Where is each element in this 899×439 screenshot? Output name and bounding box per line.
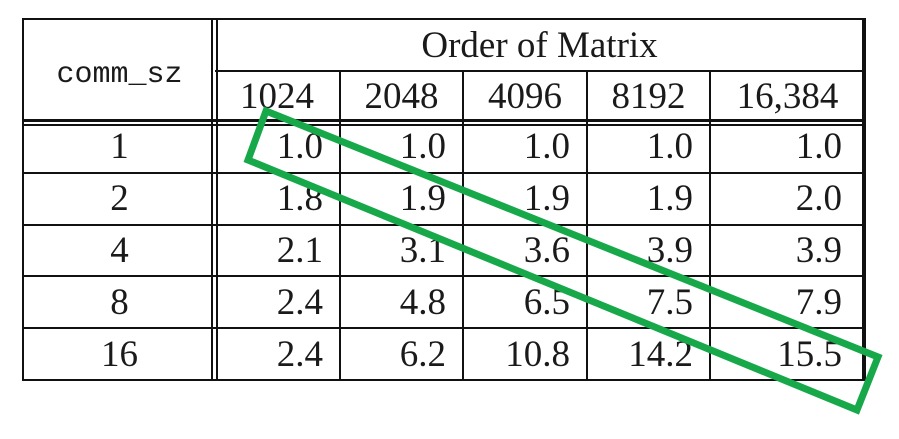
table-cell: 3.6 xyxy=(463,224,588,278)
header-double-rule-bottom xyxy=(22,124,864,126)
table-cell: 1.0 xyxy=(463,120,588,174)
table-cell: 2.4 xyxy=(215,276,341,330)
table-cell: 14.2 xyxy=(587,328,711,381)
table-cell: 6.2 xyxy=(340,328,464,381)
table-cell: 1.0 xyxy=(215,120,341,174)
table-cell: 1.9 xyxy=(463,172,588,226)
table-cell: 7.9 xyxy=(710,276,867,330)
table-cell: 10.8 xyxy=(463,328,588,381)
table-cell: 1.0 xyxy=(710,120,867,174)
table-cell: 2.4 xyxy=(215,328,341,381)
table-cell: 2.1 xyxy=(215,224,341,278)
table-cell: 3.9 xyxy=(710,224,867,278)
table-cell: 1.0 xyxy=(587,120,711,174)
table-row: 1 1.0 1.0 1.0 1.0 1.0 xyxy=(22,120,867,174)
column-header-16384: 16,384 xyxy=(710,70,867,121)
table-double-rule-right xyxy=(216,18,218,381)
row-header: 1 xyxy=(22,120,215,174)
row-header: 16 xyxy=(22,328,215,381)
table-cell: 3.9 xyxy=(587,224,711,278)
table-cell: 1.8 xyxy=(215,172,341,226)
table-cell: 1.9 xyxy=(340,172,464,226)
row-header: 8 xyxy=(22,276,215,330)
speedup-table-frame: comm_sz Order of Matrix 1024 2048 4096 8… xyxy=(22,18,867,381)
column-header-4096: 4096 xyxy=(463,70,588,121)
column-header-8192: 8192 xyxy=(587,70,711,121)
table-cell: 3.1 xyxy=(340,224,464,278)
header-double-rule-top xyxy=(22,119,864,121)
table-cell: 1.0 xyxy=(340,120,464,174)
table-cell: 2.0 xyxy=(710,172,867,226)
table-row: 4 2.1 3.1 3.6 3.9 3.9 xyxy=(22,224,867,278)
table-right-border xyxy=(862,18,864,381)
table-cell: 6.5 xyxy=(463,276,588,330)
column-header-2048: 2048 xyxy=(340,70,464,121)
table-cell: 1.9 xyxy=(587,172,711,226)
table-double-rule-left xyxy=(211,18,213,381)
speedup-table: comm_sz Order of Matrix 1024 2048 4096 8… xyxy=(22,18,867,381)
row-header: 4 xyxy=(22,224,215,278)
table-row: 8 2.4 4.8 6.5 7.5 7.9 xyxy=(22,276,867,330)
table-row: 16 2.4 6.2 10.8 14.2 15.5 xyxy=(22,328,867,381)
row-header: 2 xyxy=(22,172,215,226)
table-row: 2 1.8 1.9 1.9 1.9 2.0 xyxy=(22,172,867,226)
table-cell: 15.5 xyxy=(710,328,867,381)
row-label-header: comm_sz xyxy=(22,18,215,121)
table-cell: 4.8 xyxy=(340,276,464,330)
table-cell: 7.5 xyxy=(587,276,711,330)
column-header-1024: 1024 xyxy=(215,70,341,121)
group-header: Order of Matrix xyxy=(215,18,867,71)
